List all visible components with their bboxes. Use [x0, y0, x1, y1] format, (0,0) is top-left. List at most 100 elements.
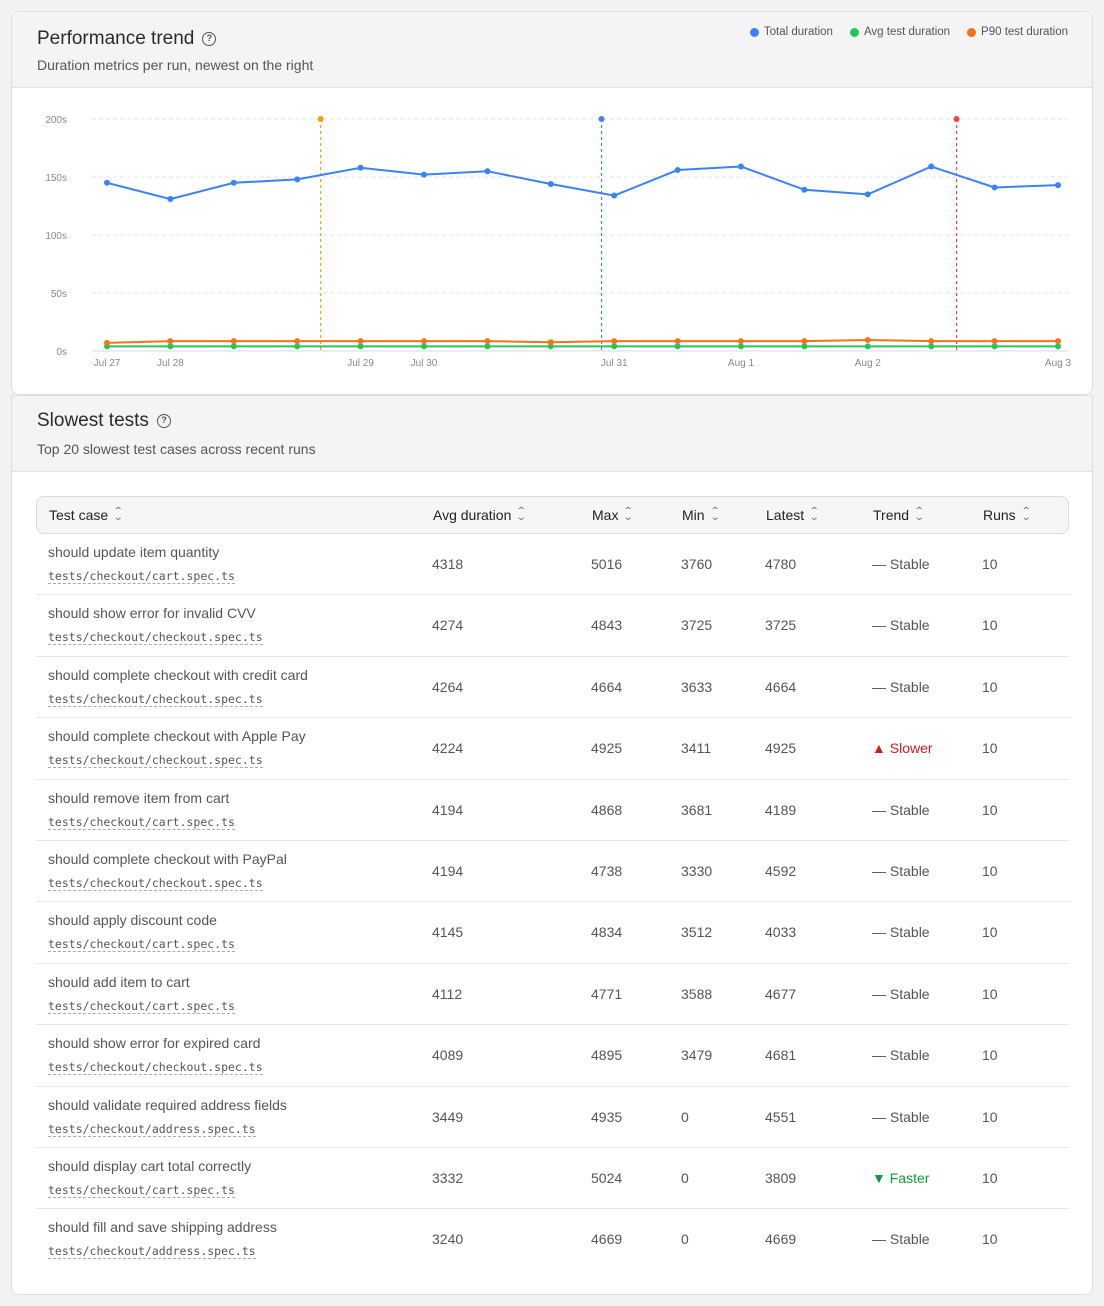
- cell-latest: 4677: [765, 985, 797, 1002]
- legend-item-total[interactable]: Total duration: [749, 26, 833, 38]
- legend-label: Total duration: [763, 26, 833, 38]
- test-case-file-link[interactable]: tests/checkout/checkout.spec.ts: [48, 691, 263, 707]
- table-body: should update item quantity tests/checkou…: [36, 534, 1069, 1271]
- table-row[interactable]: should remove item from cart tests/checko…: [36, 780, 1069, 841]
- chart-legend: Total duration Avg test duration P90 tes…: [749, 26, 1068, 38]
- cell-max: 4738: [591, 862, 623, 879]
- y-tick-label: 50s: [51, 289, 67, 300]
- table-row[interactable]: should update item quantity tests/checkou…: [36, 534, 1069, 596]
- cell-min: 0: [681, 1231, 689, 1248]
- cell-latest: 3725: [765, 617, 797, 634]
- sort-icon: ⌃ ⌄: [516, 506, 528, 523]
- test-case-name: should fill and save shipping address: [48, 1219, 277, 1236]
- column-header-label: Min: [682, 507, 705, 523]
- table-row[interactable]: should show error for expired card tests/…: [36, 1025, 1069, 1087]
- x-tick-label: Jul 27: [94, 358, 121, 369]
- test-case-file-link[interactable]: tests/checkout/cart.spec.ts: [48, 1182, 235, 1198]
- cell-runs: 10: [982, 801, 998, 818]
- table-row[interactable]: should show error for invalid CVV tests/c…: [36, 595, 1069, 657]
- table-row[interactable]: should complete checkout with PayPal test…: [36, 841, 1069, 903]
- cell-trend: — Stable: [872, 1047, 930, 1064]
- test-case-file-link[interactable]: tests/checkout/cart.spec.ts: [48, 814, 235, 830]
- legend-dot-icon: [849, 27, 859, 37]
- cell-latest: 4664: [765, 678, 797, 695]
- column-header-max[interactable]: Max ⌃ ⌄: [592, 497, 634, 533]
- cell-min: 3330: [681, 862, 713, 879]
- cell-max: 4664: [591, 678, 623, 695]
- column-header-min[interactable]: Min ⌃ ⌄: [682, 497, 720, 533]
- test-case-name: should show error for expired card: [48, 1035, 261, 1052]
- series-point: [738, 338, 744, 345]
- column-header-runs[interactable]: Runs ⌃ ⌄: [983, 497, 1031, 533]
- column-header-test-case[interactable]: Test case ⌃ ⌄: [49, 497, 124, 533]
- series-point: [421, 338, 427, 345]
- series-point: [357, 164, 364, 171]
- y-tick-label: 0s: [56, 347, 67, 358]
- test-case-file-link[interactable]: tests/checkout/cart.spec.ts: [48, 937, 235, 953]
- cell-max: 4935: [591, 1108, 623, 1125]
- test-case-name: should display cart total correctly: [48, 1157, 252, 1174]
- cell-runs: 10: [982, 617, 998, 634]
- cell-min: 0: [681, 1169, 689, 1186]
- series-point: [674, 167, 681, 174]
- series-point: [167, 338, 174, 345]
- cell-trend: — Stable: [872, 678, 930, 695]
- test-case-name: should complete checkout with PayPal: [48, 850, 287, 867]
- table-row[interactable]: should add item to cart tests/checkout/ca…: [36, 964, 1069, 1026]
- cell-trend: — Stable: [872, 617, 930, 634]
- series-point: [611, 343, 618, 350]
- cell-min: 3725: [681, 617, 713, 634]
- cell-trend: — Stable: [872, 1108, 930, 1125]
- legend-dot-icon: [967, 27, 977, 37]
- performance-trend-header: Performance trend ? Duration metrics per…: [12, 12, 1092, 88]
- cell-avg-duration: 4224: [432, 740, 464, 757]
- table-row[interactable]: should apply discount code tests/checkout…: [36, 902, 1069, 964]
- legend-item-p90[interactable]: P90 test duration: [967, 26, 1068, 38]
- test-case-file-link[interactable]: tests/checkout/checkout.spec.ts: [48, 875, 263, 891]
- cell-avg-duration: 4145: [432, 924, 464, 941]
- cell-min: 3479: [681, 1047, 713, 1064]
- table-row[interactable]: should complete checkout with Apple Pay t…: [36, 718, 1069, 780]
- test-case-file-link[interactable]: tests/checkout/checkout.spec.ts: [48, 630, 263, 646]
- cell-avg-duration: 4264: [432, 678, 464, 695]
- series-point: [484, 343, 491, 350]
- question-circle-icon[interactable]: ?: [202, 32, 217, 46]
- cell-trend: — Stable: [872, 862, 930, 879]
- cell-max: 4834: [591, 924, 623, 941]
- column-header-avg-duration[interactable]: Avg duration ⌃ ⌄: [433, 497, 528, 533]
- cell-avg-duration: 3332: [432, 1169, 464, 1186]
- cell-avg-duration: 4112: [432, 985, 463, 1002]
- table-row[interactable]: should fill and save shipping address tes…: [36, 1209, 1069, 1270]
- column-header-label: Max: [592, 507, 619, 523]
- cell-runs: 10: [982, 924, 998, 941]
- x-tick-label: Jul 29: [347, 358, 374, 369]
- question-circle-icon[interactable]: ?: [156, 414, 171, 428]
- test-case-file-link[interactable]: tests/checkout/cart.spec.ts: [48, 569, 235, 584]
- series-point: [167, 343, 174, 350]
- column-header-latest[interactable]: Latest ⌃ ⌄: [766, 497, 820, 533]
- run-marker-dot: [317, 116, 324, 122]
- series-line: [106, 165, 1059, 201]
- table-row[interactable]: should complete checkout with credit car…: [36, 657, 1069, 719]
- test-case-file-link[interactable]: tests/checkout/address.spec.ts: [48, 1244, 256, 1260]
- series-point: [674, 343, 681, 350]
- test-case-file-link[interactable]: tests/checkout/address.spec.ts: [48, 1121, 256, 1137]
- test-case-file-link[interactable]: tests/checkout/checkout.spec.ts: [48, 753, 263, 769]
- series-point: [928, 163, 935, 170]
- test-case-file-link[interactable]: tests/checkout/checkout.spec.ts: [48, 1060, 263, 1076]
- column-header-trend[interactable]: Trend ⌃ ⌄: [873, 497, 925, 533]
- cell-avg-duration: 4194: [432, 801, 464, 818]
- table-row[interactable]: should display cart total correctly tests…: [36, 1148, 1069, 1210]
- legend-item-avg[interactable]: Avg test duration: [849, 26, 950, 38]
- series-point: [991, 338, 998, 345]
- slowest-tests-header: Slowest tests ? Top 20 slowest test case…: [12, 396, 1092, 472]
- test-case-name: should validate required address fields: [48, 1096, 287, 1113]
- test-case-name: should complete checkout with credit car…: [48, 666, 308, 683]
- cell-max: 4843: [591, 617, 623, 634]
- series-point: [674, 338, 681, 345]
- cell-latest: 4551: [765, 1108, 797, 1125]
- table-row[interactable]: should validate required address fields t…: [36, 1087, 1069, 1148]
- test-case-file-link[interactable]: tests/checkout/cart.spec.ts: [48, 998, 235, 1014]
- sort-icon: ⌃ ⌄: [112, 506, 124, 523]
- cell-max: 5024: [591, 1169, 623, 1186]
